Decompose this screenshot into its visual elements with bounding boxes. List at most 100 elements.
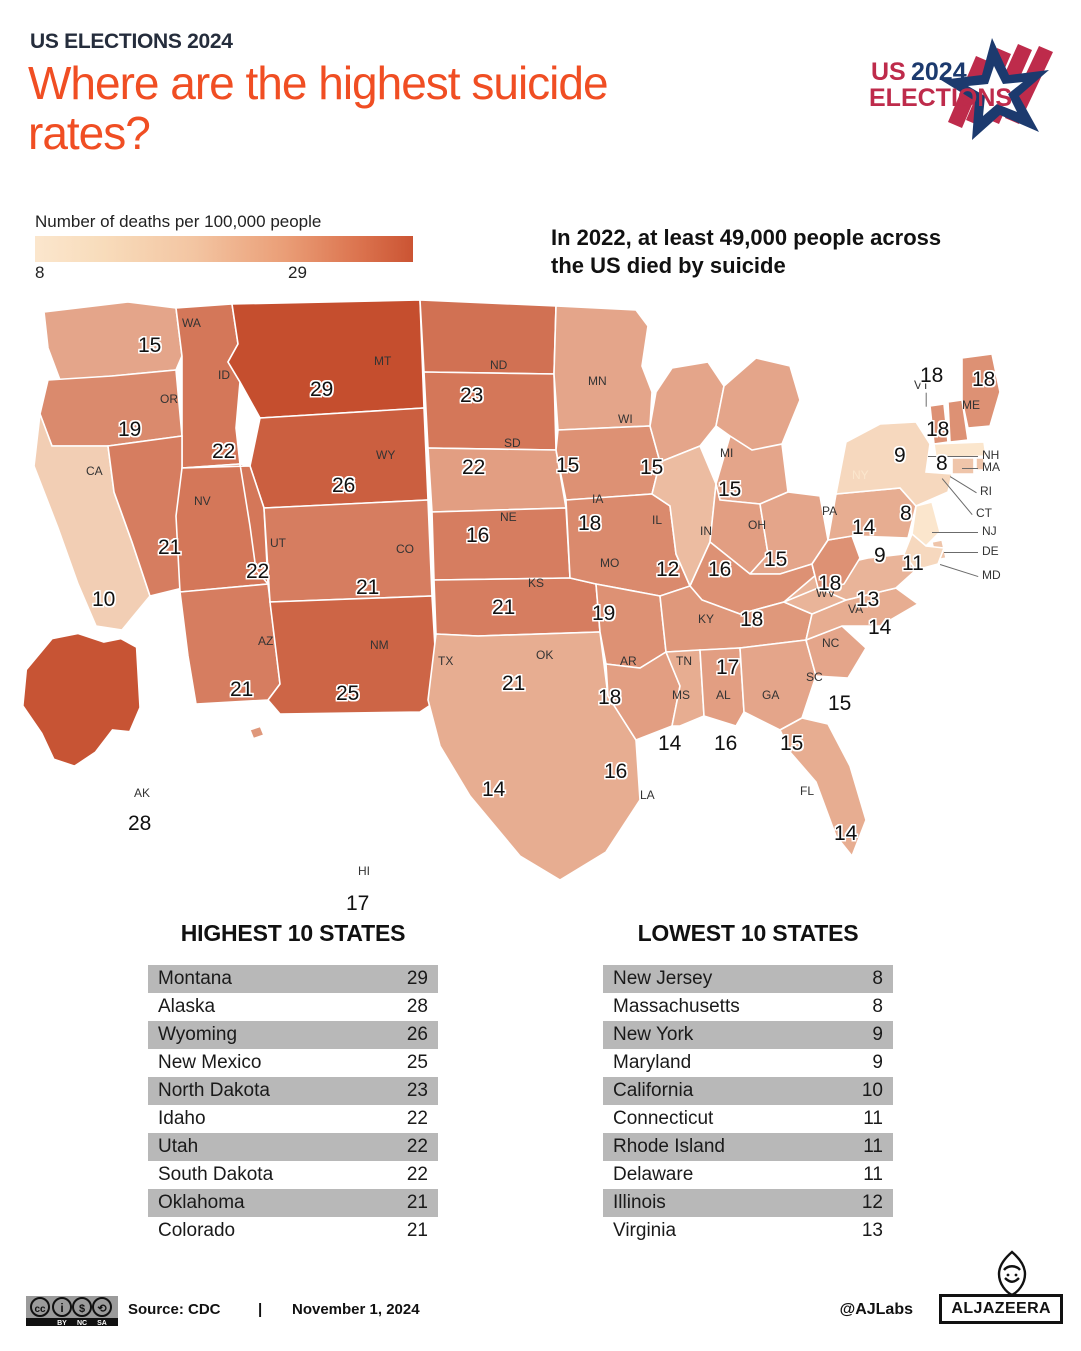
state-ny[interactable] bbox=[835, 421, 953, 507]
state-value-ok: 21 bbox=[502, 672, 526, 695]
legend-gradient-bar bbox=[35, 236, 413, 262]
table-row: New Jersey 8 bbox=[603, 965, 893, 993]
state-hi[interactable] bbox=[249, 725, 265, 740]
state-value-ny: 9 bbox=[894, 444, 906, 467]
state-mn[interactable] bbox=[553, 305, 653, 431]
state-me[interactable] bbox=[961, 353, 1001, 429]
svg-text:NC: NC bbox=[77, 1320, 87, 1326]
state-value-pa: 14 bbox=[852, 516, 876, 539]
table-cell-value: 11 bbox=[863, 1164, 883, 1185]
state-abbrev-ut: UT bbox=[270, 536, 286, 550]
state-abbrev-nd: ND bbox=[490, 358, 508, 372]
state-vt[interactable] bbox=[929, 403, 949, 445]
table-cell-value: 10 bbox=[861, 1080, 883, 1101]
state-value-il: 12 bbox=[656, 558, 680, 581]
state-ne[interactable] bbox=[427, 447, 567, 513]
table-cell-state: Delaware bbox=[613, 1164, 694, 1185]
state-value-ma: 8 bbox=[936, 452, 948, 475]
table-cell-state: Montana bbox=[158, 968, 232, 989]
state-value-mn: 15 bbox=[556, 454, 580, 477]
svg-text:i: i bbox=[60, 1301, 63, 1315]
footer: cc i $ ⟲ BY NC SA Source: CDC | November… bbox=[0, 1250, 1081, 1351]
subheadline: In 2022, at least 49,000 people across t… bbox=[551, 225, 942, 278]
table-row: Wyoming 26 bbox=[148, 1021, 438, 1049]
state-md[interactable] bbox=[903, 532, 946, 571]
state-nj[interactable] bbox=[911, 501, 941, 548]
state-abbrev-mi: MI bbox=[720, 446, 734, 460]
state-value-la: 16 bbox=[604, 760, 628, 783]
svg-text:⟲: ⟲ bbox=[97, 1303, 107, 1315]
table-row: Massachusetts 8 bbox=[603, 993, 893, 1021]
svg-text:$: $ bbox=[79, 1303, 85, 1315]
state-abbrev-in: IN bbox=[700, 524, 712, 538]
state-nd[interactable] bbox=[419, 299, 557, 375]
table-cell-value: 9 bbox=[872, 1052, 883, 1073]
table-cell-value: 22 bbox=[406, 1136, 428, 1157]
state-abbrev-fl: FL bbox=[800, 784, 815, 798]
table-row: Montana 29 bbox=[148, 965, 438, 993]
table-row: Rhode Island 11 bbox=[603, 1133, 893, 1161]
svg-text:US: US bbox=[871, 58, 906, 86]
table-cell-value: 13 bbox=[861, 1220, 883, 1241]
state-ca[interactable] bbox=[33, 413, 151, 631]
state-ma[interactable] bbox=[933, 441, 987, 459]
state-ct[interactable] bbox=[951, 457, 975, 475]
state-abbrev-wi: WI bbox=[618, 412, 633, 426]
table-row: Virginia 13 bbox=[603, 1217, 893, 1245]
table-cell-value: 26 bbox=[406, 1024, 428, 1045]
state-value-id: 22 bbox=[212, 440, 236, 463]
table-cell-state: Illinois bbox=[613, 1192, 666, 1213]
state-wi[interactable] bbox=[649, 361, 725, 464]
state-al[interactable] bbox=[699, 647, 745, 727]
svg-text:BY: BY bbox=[57, 1320, 67, 1326]
table-cell-state: Wyoming bbox=[158, 1024, 238, 1045]
state-ok[interactable] bbox=[433, 577, 601, 637]
table-cell-state: Maryland bbox=[613, 1052, 692, 1073]
state-ga[interactable] bbox=[739, 639, 817, 731]
state-fl[interactable] bbox=[778, 717, 867, 858]
state-value-ca: 10 bbox=[92, 588, 116, 611]
state-value-mi: 15 bbox=[718, 478, 742, 501]
state-nm[interactable] bbox=[266, 595, 439, 715]
leader-line-de bbox=[944, 552, 978, 554]
state-value-ia: 18 bbox=[578, 512, 602, 535]
table-row: California 10 bbox=[603, 1077, 893, 1105]
state-sd[interactable] bbox=[423, 371, 557, 451]
state-abbrev-ny: NY bbox=[852, 468, 869, 482]
table-highest-10: HIGHEST 10 STATES Montana 29 Alaska 28 Wyomi… bbox=[148, 920, 438, 1245]
state-value-wy: 26 bbox=[332, 474, 356, 497]
state-ri[interactable] bbox=[975, 457, 985, 471]
state-value-ne: 16 bbox=[466, 524, 490, 547]
state-ak[interactable] bbox=[22, 632, 141, 767]
state-abbrev-ma: MA bbox=[982, 460, 1000, 474]
state-value-ar: 18 bbox=[598, 686, 622, 709]
table-cell-value: 25 bbox=[406, 1052, 428, 1073]
page-title: Where are the highest suicide rates? bbox=[28, 57, 609, 159]
table-cell-state: Oklahoma bbox=[158, 1192, 245, 1213]
state-abbrev-mo: MO bbox=[600, 556, 620, 570]
state-abbrev-ok: OK bbox=[536, 648, 554, 662]
state-abbrev-ct: CT bbox=[976, 506, 992, 520]
state-value-co: 21 bbox=[356, 576, 380, 599]
table-cell-value: 11 bbox=[863, 1136, 883, 1157]
state-abbrev-ks: KS bbox=[528, 576, 545, 590]
state-nh[interactable] bbox=[947, 399, 969, 443]
state-value-nc: 14 bbox=[868, 616, 892, 639]
state-or[interactable] bbox=[39, 369, 183, 447]
table-row: Delaware 11 bbox=[603, 1161, 893, 1189]
state-value-nh: 18 bbox=[920, 364, 944, 387]
table-cell-state: New Mexico bbox=[158, 1052, 262, 1073]
state-value-hi: 17 bbox=[346, 892, 370, 915]
state-mi[interactable] bbox=[715, 357, 801, 505]
table-cell-value: 11 bbox=[863, 1108, 883, 1129]
state-abbrev-or: OR bbox=[160, 392, 178, 406]
state-abbrev-va: VA bbox=[848, 602, 864, 616]
table-cell-state: South Dakota bbox=[158, 1164, 274, 1185]
state-abbrev-co: CO bbox=[396, 542, 414, 556]
table-row: North Dakota 23 bbox=[148, 1077, 438, 1105]
state-value-wa: 15 bbox=[138, 334, 162, 357]
table-cell-state: North Dakota bbox=[158, 1080, 270, 1101]
table-row: Colorado 21 bbox=[148, 1217, 438, 1245]
legend-min-value: 8 bbox=[35, 263, 45, 282]
